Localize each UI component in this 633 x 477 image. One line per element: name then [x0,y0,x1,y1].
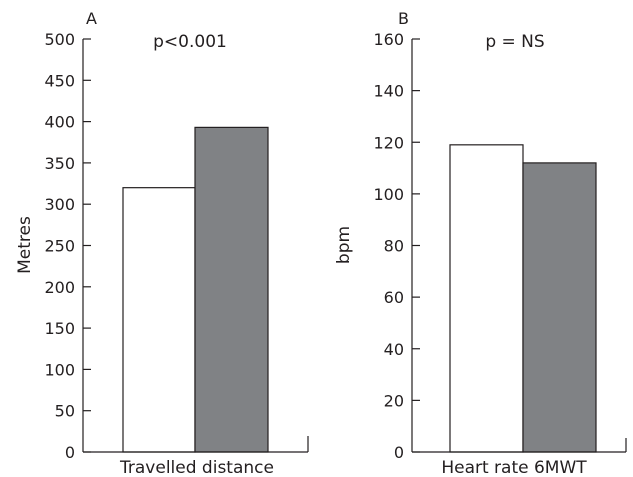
panel-b-y-tick-label: 100 [373,185,404,204]
panel-b-letter: B [398,9,409,28]
panel-b-y-tick-label: 60 [384,288,404,307]
panel-a-y-tick-label: 100 [44,360,75,379]
panel-b-x-axis-label: Heart rate 6MWT [441,458,587,477]
panel-a-x-axis-label: Travelled distance [119,458,274,477]
panel-a-y-tick-label: 150 [44,319,75,338]
panel-b-bar-2 [522,162,597,453]
panel-b-y-tick-label: 140 [373,82,404,101]
panel-b-y-tick-label: 0 [394,443,404,462]
panel-a-bar-1 [122,187,196,453]
panel-b-y-tick-label: 80 [384,237,404,256]
panel-b-y-tick-label: 40 [384,340,404,359]
panel-b-y-tick-label: 120 [373,133,404,152]
panel-a-y-axis-label: Metres [15,216,35,274]
panel-a-letter: A [86,9,97,28]
panel-a-y-tick-label: 300 [44,195,75,214]
panel-a-y-tick-label: 400 [44,113,75,132]
panel-b-y-axis-label: bpm [334,226,354,264]
panel-b-p-value: p = NS [485,32,544,52]
panel-a-y-tick-label: 350 [44,154,75,173]
panel-a-bar-2 [194,126,269,453]
panel-a-y-tick-label: 250 [44,237,75,256]
panel-b-y-tick-label: 160 [373,30,404,49]
panel-a-y-tick-label: 50 [55,402,75,421]
panel-a-y-tick-label: 200 [44,278,75,297]
panel-a: A p<0.001 Metres Travelled distance 0 50 1… [15,9,309,477]
panel-b-y-tick-label: 20 [384,391,404,410]
panel-a-y-tick-label: 450 [44,71,75,90]
panel-a-y-tick-label: 0 [65,443,75,462]
panel-b: B p = NS bpm Heart rate 6MWT 0 20 40 60 80 10… [334,9,627,477]
panel-b-bar-1 [449,144,524,453]
panel-a-y-tick-label: 500 [44,30,75,49]
panel-a-p-value: p<0.001 [153,32,227,52]
